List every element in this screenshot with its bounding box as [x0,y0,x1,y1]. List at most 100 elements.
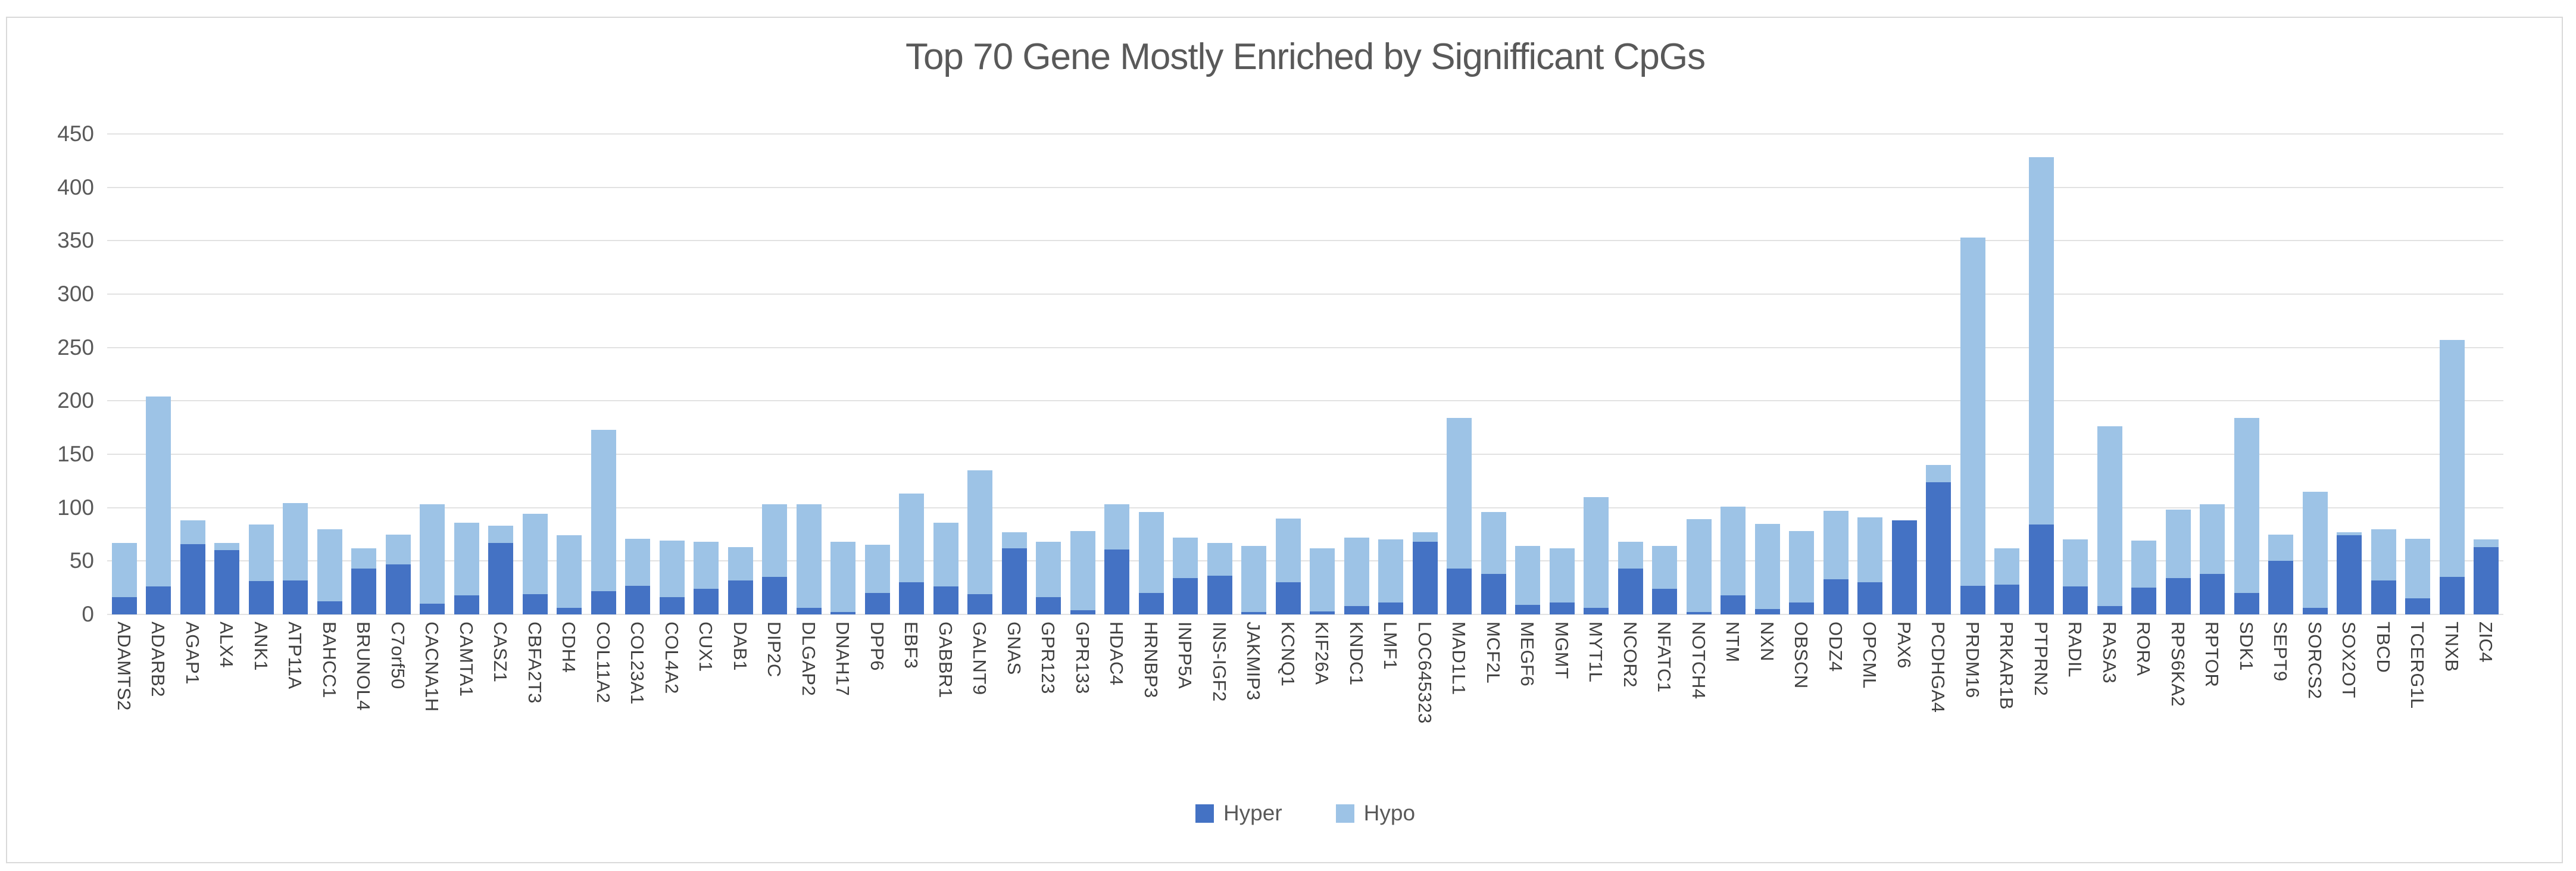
bar-segment-hyper-LOC645323 [1412,542,1438,614]
bar-segment-hyper-SEPT9 [2268,561,2294,614]
bar-MAD1L1 [1447,418,1472,614]
x-axis-label-CACNA1H: CACNA1H [421,622,443,712]
chart-title: Top 70 Gene Mostly Enriched by Signiffic… [905,36,1706,77]
bar-SOX2OT [2337,532,2362,614]
bar-COL4A2 [659,541,685,614]
bar-segment-hyper-ODZ4 [1823,579,1849,614]
bar-RASA3 [2097,426,2122,614]
bar-ATP11A [283,503,308,614]
bar-segment-hypo-COL11A2 [591,429,616,591]
x-axis-label-NTM: NTM [1722,622,1744,663]
x-axis-label-PCDHGA4: PCDHGA4 [1928,622,1949,713]
x-axis-label-NXN: NXN [1756,622,1778,661]
bar-segment-hypo-OPCML [1857,517,1883,583]
x-axis-label-DLGAP2: DLGAP2 [798,622,819,697]
bar-PTPRN2 [2028,157,2054,614]
x-axis-label-KIF26A: KIF26A [1312,622,1333,685]
bar-segment-hypo-ANK1 [248,525,274,582]
x-axis-label-PRKAR1B: PRKAR1B [1996,622,2018,710]
bar-segment-hyper-GPR133 [1070,610,1095,614]
x-axis-label-RPTOR: RPTOR [2202,622,2223,688]
bar-segment-hypo-JAKMIP3 [1241,546,1267,613]
bar-segment-hypo-COL23A1 [625,538,651,586]
bar-NOTCH4 [1686,519,1712,614]
grid-line-0 [107,614,2503,615]
bar-segment-hypo-NXN [1754,523,1780,610]
bar-segment-hyper-PRKAR1B [1994,584,2020,614]
x-axis-label-LOC645323: LOC645323 [1414,622,1435,724]
bar-segment-hyper-PTPRN2 [2028,525,2054,614]
bar-segment-hyper-NXN [1754,609,1780,614]
bar-segment-hyper-PRDM16 [1960,585,1985,614]
x-axis-label-SORCS2: SORCS2 [2304,622,2325,700]
bar-segment-hyper-GPR123 [1036,597,1061,614]
bar-segment-hypo-CACNA1H [420,504,445,604]
x-axis-label-HDAC4: HDAC4 [1106,622,1128,686]
bar-segment-hyper-DNAH17 [830,612,856,614]
bar-segment-hypo-RPS6KA2 [2165,510,2191,579]
bar-segment-hyper-RADIL [2063,586,2088,614]
bar-ALX4 [214,542,240,614]
bar-segment-hypo-TNXB [2439,340,2465,577]
bar-NFATC1 [1652,546,1678,614]
bar-segment-hyper-EBF3 [899,582,925,614]
bar-segment-hypo-BRUNOL4 [351,548,377,569]
bar-segment-hypo-ZIC4 [2474,539,2499,547]
bar-GALNT9 [967,470,993,614]
bar-RPS6KA2 [2165,510,2191,614]
bar-segment-hypo-NOTCH4 [1686,519,1712,613]
bar-segment-hyper-MAD1L1 [1447,568,1472,614]
bar-segment-hypo-GPR133 [1070,531,1095,610]
legend-item-hypo: Hypo [1335,801,1415,826]
bar-RADIL [2063,539,2088,614]
x-axis-label-RADIL: RADIL [2065,622,2086,678]
bar-segment-hypo-GABBR1 [933,522,958,587]
bar-EBF3 [899,494,925,614]
bar-BAHCC1 [317,529,342,614]
x-axis-label-ATP11A: ATP11A [285,622,306,689]
y-tick-label-150: 150 [57,442,94,466]
bar-segment-hyper-CAMTA1 [454,595,479,614]
grid-line-200 [107,400,2503,402]
x-axis-label-TCERG1L: TCERG1L [2407,622,2428,709]
bar-PAX6 [1891,520,1917,614]
bar-segment-hyper-OBSCN [1789,602,1815,614]
bar-segment-hypo-SDK1 [2234,418,2259,594]
bar-PCDHGA4 [1926,464,1951,614]
x-axis-label-NFATC1: NFATC1 [1654,622,1675,693]
bar-segment-hyper-GALNT9 [967,594,993,614]
bar-segment-hyper-DIP2C [762,577,788,614]
bar-LMF1 [1378,539,1404,614]
bar-segment-hypo-PCDHGA4 [1926,464,1951,482]
bar-segment-hypo-RORA [2131,541,2157,588]
bar-segment-hyper-RASA3 [2097,605,2122,614]
bar-KIF26A [1310,548,1335,614]
bar-KNDC1 [1344,537,1369,614]
bar-segment-hypo-RASA3 [2097,426,2122,606]
grid-line-400 [107,186,2503,188]
x-axis-label-SDK1: SDK1 [2235,622,2257,671]
bar-segment-hyper-KCNQ1 [1275,582,1301,614]
bar-segment-hypo-OBSCN [1789,531,1815,603]
bar-segment-hyper-ALX4 [214,550,240,614]
bar-NTM [1721,506,1746,614]
bar-segment-hypo-ATP11A [283,503,308,580]
grid-line-350 [107,240,2503,242]
legend-swatch-hypo [1335,804,1354,823]
bar-segment-hyper-CBFA2T3 [522,594,548,614]
bar-segment-hypo-ALX4 [214,542,240,551]
bar-segment-hyper-CUX1 [694,588,719,614]
bar-segment-hyper-RORA [2131,588,2157,614]
bar-segment-hyper-SOX2OT [2337,535,2362,614]
bar-segment-hyper-OPCML [1857,582,1883,614]
bar-segment-hypo-MYT1L [1584,497,1609,608]
bar-segment-hypo-LMF1 [1378,539,1404,603]
bar-segment-hyper-ANK1 [248,581,274,614]
x-axis-label-TBCD: TBCD [2372,622,2394,673]
x-axis-label-DAB1: DAB1 [729,622,751,671]
x-axis-label-NCOR2: NCOR2 [1619,622,1641,688]
grid-line-150 [107,454,2503,455]
y-tick-label-450: 450 [57,121,94,146]
x-axis-label-DPP6: DPP6 [866,622,888,671]
bar-segment-hypo-GPR123 [1036,542,1061,598]
